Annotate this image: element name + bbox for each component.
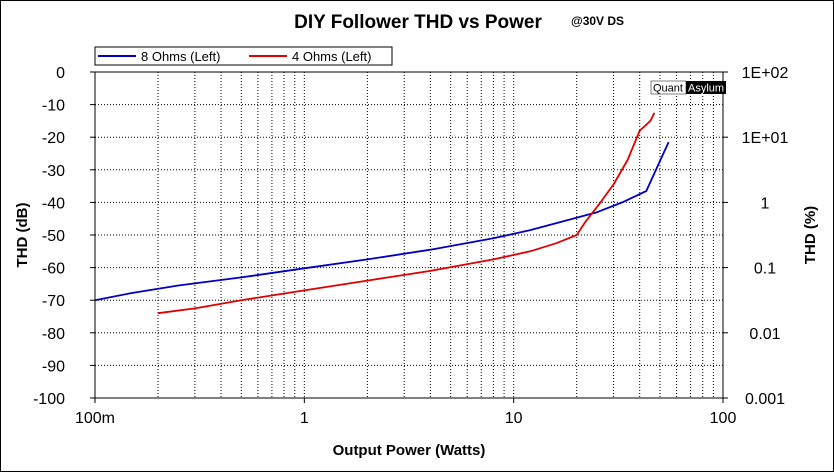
y-left-tick-label: -70	[42, 293, 65, 310]
x-tick-label: 1	[300, 410, 309, 427]
y-left-tick-label: -100	[33, 391, 65, 408]
y-left-tick-label: -10	[42, 98, 65, 115]
y-left-tick-label: -60	[42, 261, 65, 278]
y-right-tick-label: 1	[761, 195, 770, 212]
y-axis-left-label: THD (dB)	[14, 203, 31, 268]
y-left-tick-label: -50	[42, 228, 65, 245]
y-left-tick-label: -40	[42, 195, 65, 212]
y-axis-right-label: THD (%)	[802, 206, 819, 264]
series-line-8-ohms	[94, 141, 670, 302]
y-left-tick-label: -80	[42, 326, 65, 343]
chart-title: DIY Follower THD vs Power	[294, 12, 542, 33]
y-right-tick-label: 0.001	[745, 391, 785, 408]
series-line-4-ohms	[157, 112, 656, 315]
plot-area-border	[94, 71, 724, 399]
y-right-tick-label: 1E+02	[742, 65, 789, 82]
y-left-tick-label: -20	[42, 130, 65, 147]
x-tick-label: 10	[505, 410, 523, 427]
x-axis-label: Output Power (Watts)	[333, 442, 486, 459]
legend-label-4-ohms: 4 Ohms (Left)	[292, 49, 371, 64]
logo-text-asylum: Asylum	[688, 83, 724, 95]
y-axis-right-ticks: 1E+02 1E+01 1 0.1 0.01 0.001	[723, 65, 788, 408]
series-lines	[94, 112, 670, 315]
quantasylum-logo: Quant Asylum	[650, 80, 726, 95]
logo-text-quant: Quant	[653, 83, 683, 95]
legend: 8 Ohms (Left) 4 Ohms (Left)	[94, 46, 393, 66]
grid-lines	[94, 71, 724, 399]
x-tick-label: 100m	[75, 410, 115, 427]
y-left-tick-label: -30	[42, 163, 65, 180]
legend-box	[94, 46, 393, 66]
y-right-tick-label: 0.1	[754, 261, 776, 278]
y-right-tick-label: 0.01	[749, 326, 780, 343]
y-right-tick-label: 1E+01	[742, 130, 789, 147]
y-left-tick-label: 0	[56, 65, 65, 82]
chart-subtitle: @30V DS	[571, 14, 624, 28]
legend-label-8-ohms: 8 Ohms (Left)	[141, 49, 220, 64]
x-tick-label: 100	[710, 410, 737, 427]
x-axis-ticks: 100m 1 10 100	[75, 398, 736, 427]
y-left-tick-label: -90	[42, 358, 65, 375]
y-axis-left-ticks: 0 -10 -20 -30 -40 -50 -60 -70 -80 -90 -100	[33, 65, 95, 408]
